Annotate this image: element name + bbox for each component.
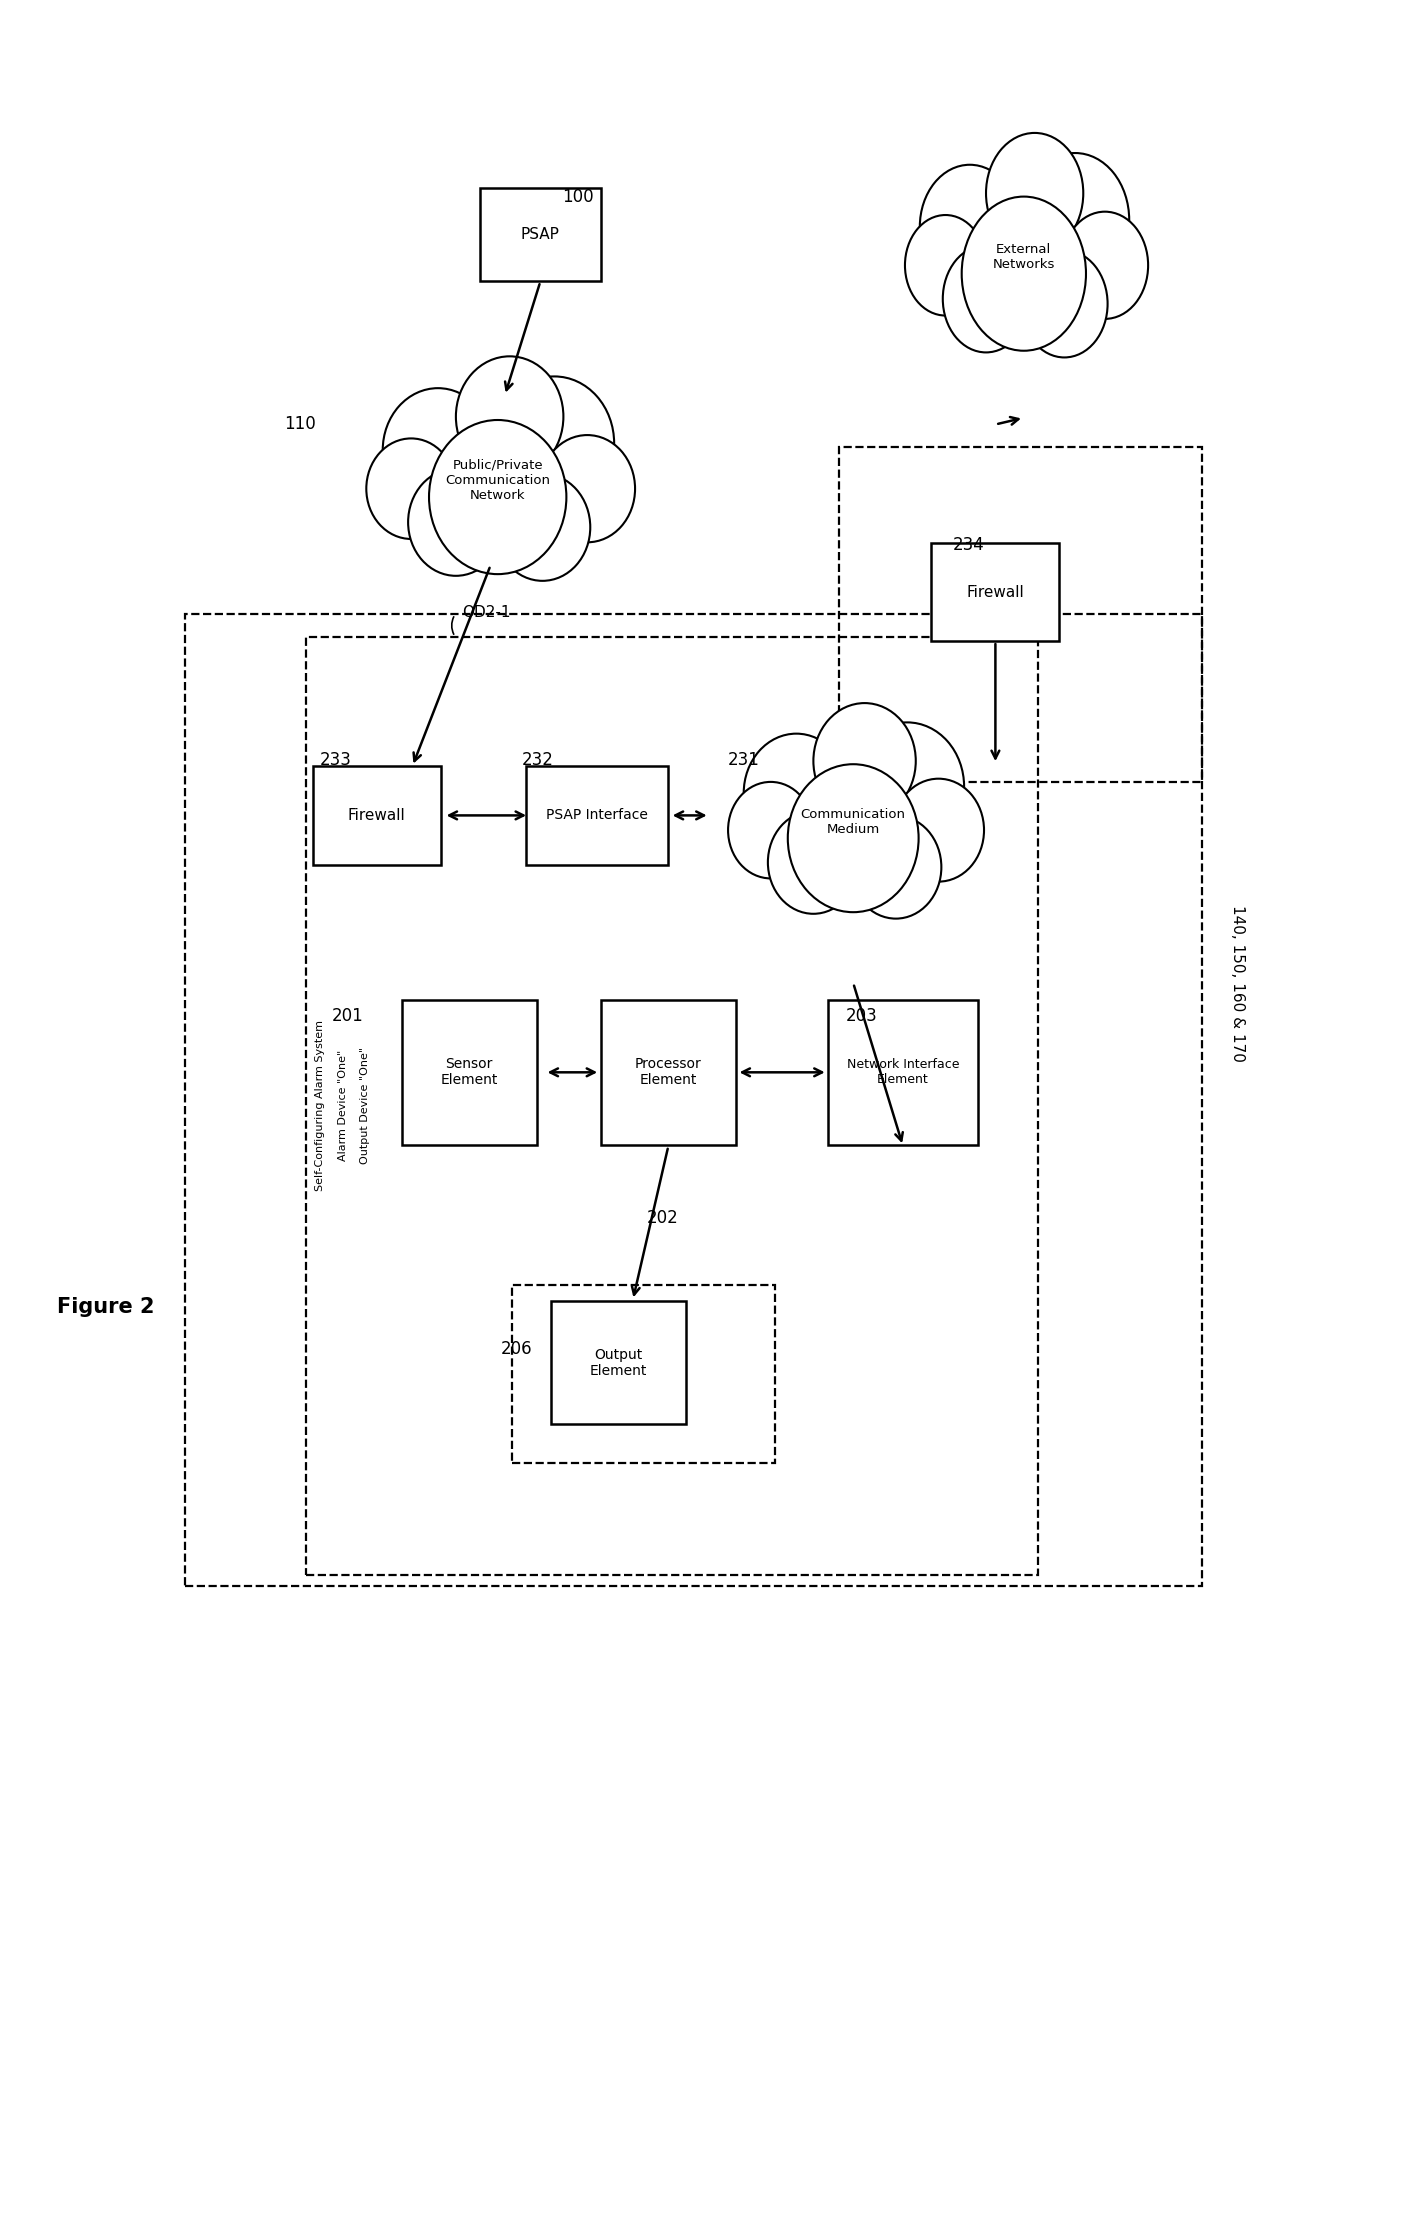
Ellipse shape [782,733,924,894]
Ellipse shape [768,811,859,914]
Text: 201: 201 [331,1008,363,1025]
Text: Figure 2: Figure 2 [57,1298,155,1316]
Text: 110: 110 [284,416,316,433]
Text: Processor
Element: Processor Element [636,1057,701,1088]
Ellipse shape [495,378,614,512]
Text: PSAP Interface: PSAP Interface [546,809,648,822]
Ellipse shape [850,815,941,918]
Ellipse shape [539,436,636,543]
Bar [512,1285,775,1463]
Ellipse shape [1021,152,1129,286]
Text: 234: 234 [953,536,984,554]
Bar [839,447,1202,782]
Bar [313,766,441,865]
Ellipse shape [961,197,1086,351]
Bar [306,637,1038,1575]
Text: Firewall: Firewall [967,585,1024,599]
Ellipse shape [904,214,985,315]
Text: 206: 206 [501,1340,532,1358]
Ellipse shape [367,438,456,538]
Text: OD2-1: OD2-1 [462,605,510,619]
Text: 233: 233 [320,751,351,768]
Ellipse shape [813,704,916,820]
Bar [600,1001,737,1144]
Text: 202: 202 [647,1209,678,1226]
Text: Public/Private
Communication
Network: Public/Private Communication Network [445,458,550,503]
Text: 231: 231 [728,751,759,768]
Ellipse shape [456,357,563,478]
Text: Communication
Medium: Communication Medium [801,809,906,836]
Ellipse shape [1021,250,1108,357]
Ellipse shape [956,165,1092,333]
Ellipse shape [424,389,572,556]
Ellipse shape [495,474,590,581]
Text: 140, 150, 160 & 170: 140, 150, 160 & 170 [1230,905,1244,1061]
Text: Firewall: Firewall [348,809,405,822]
Ellipse shape [850,722,964,851]
Text: Alarm Device "One": Alarm Device "One" [337,1050,348,1162]
Ellipse shape [943,246,1030,353]
Ellipse shape [383,389,493,512]
Bar [481,188,602,281]
Ellipse shape [1062,212,1148,319]
Text: External
Networks: External Networks [993,244,1055,270]
Bar [526,766,668,865]
Ellipse shape [788,764,919,911]
Ellipse shape [893,780,984,882]
Text: PSAP: PSAP [520,228,560,241]
Ellipse shape [429,420,566,574]
Text: Self-Configuring Alarm System: Self-Configuring Alarm System [314,1021,326,1191]
Ellipse shape [985,132,1084,255]
Text: Sensor
Element: Sensor Element [441,1057,498,1088]
Bar [931,543,1059,641]
Bar [185,614,1202,1586]
Ellipse shape [744,733,849,853]
Text: Output Device "One": Output Device "One" [360,1048,371,1164]
Ellipse shape [920,165,1020,288]
Bar [552,1300,687,1425]
Text: Output
Element: Output Element [590,1347,647,1378]
Text: 203: 203 [846,1008,877,1025]
Ellipse shape [728,782,813,878]
Bar [828,1001,978,1144]
Ellipse shape [408,469,503,576]
Bar [402,1001,538,1144]
Text: 100: 100 [562,188,593,206]
Text: 232: 232 [522,751,553,768]
Text: Network Interface
Element: Network Interface Element [846,1059,960,1086]
